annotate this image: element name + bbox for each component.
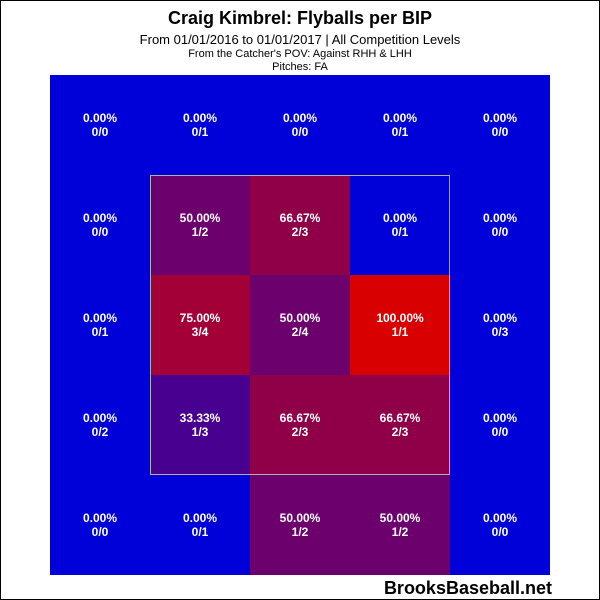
watermark: BrooksBaseball.net <box>383 578 552 598</box>
zone-cell-fraction: 1/2 <box>291 525 309 539</box>
zone-cell-r3-c2: 75.00% 3/4 <box>150 275 250 375</box>
zone-cell-fraction: 3/4 <box>191 325 209 339</box>
zone-cell-fraction: 0/0 <box>291 125 309 139</box>
zone-cell-r5-c3: 50.00% 1/2 <box>250 475 350 575</box>
zone-cell-fraction: 1/2 <box>191 225 209 239</box>
zone-cell-percent: 0.00% <box>182 511 218 525</box>
zone-cell-percent: 50.00% <box>179 211 221 225</box>
zone-heatmap: 0.00% 0/0 0.00% 0/1 0.00% 0/0 0.00% 0/1 0.00% 0/0… <box>50 75 550 575</box>
zone-cell-fraction: 0/1 <box>91 325 109 339</box>
zone-cell-fraction: 0/0 <box>491 525 509 539</box>
chart-subtitle: From 01/01/2016 to 01/01/2017 | All Comp… <box>139 32 461 47</box>
zone-cell-fraction: 0/0 <box>491 225 509 239</box>
zone-cell-fraction: 2/4 <box>291 325 309 339</box>
zone-cell-r3-c4: 100.00% 1/1 <box>350 275 450 375</box>
zone-cell-r4-c3: 66.67% 2/3 <box>250 375 350 475</box>
zone-cell-fraction: 0/2 <box>91 425 109 439</box>
zone-cell-fraction: 0/1 <box>391 125 409 139</box>
zone-cell-r4-c2: 33.33% 1/3 <box>150 375 250 475</box>
zone-cell-fraction: 2/3 <box>391 425 409 439</box>
chart-title: Craig Kimbrel: Flyballs per BIP <box>167 8 433 28</box>
zone-cell-percent: 100.00% <box>376 311 424 325</box>
zone-cell-percent: 0.00% <box>382 211 418 225</box>
zone-cell-percent: 50.00% <box>279 311 321 325</box>
zone-cell-r2-c1: 0.00% 0/0 <box>50 175 150 275</box>
zone-cell-fraction: 0/0 <box>91 225 109 239</box>
zone-cell-fraction: 0/0 <box>491 425 509 439</box>
zone-cell-percent: 0.00% <box>182 111 218 125</box>
zone-cell-percent: 0.00% <box>82 211 118 225</box>
zone-cell-fraction: 0/0 <box>91 525 109 539</box>
zone-cell-fraction: 2/3 <box>291 225 309 239</box>
zone-cell-percent: 0.00% <box>82 511 118 525</box>
zone-cell-percent: 0.00% <box>82 411 118 425</box>
zone-cell-fraction: 1/3 <box>191 425 209 439</box>
zone-cell-r4-c4: 66.67% 2/3 <box>350 375 450 475</box>
zone-cell-percent: 50.00% <box>279 511 321 525</box>
zone-cell-r4-c5: 0.00% 0/0 <box>450 375 550 475</box>
zone-cell-fraction: 1/2 <box>391 525 409 539</box>
zone-cell-r2-c3: 66.67% 2/3 <box>250 175 350 275</box>
pitches-label: Pitches: FA <box>272 61 328 73</box>
zone-cell-percent: 0.00% <box>482 411 518 425</box>
zone-cell-fraction: 2/3 <box>291 425 309 439</box>
zone-cell-fraction: 0/1 <box>191 525 209 539</box>
zone-cell-r2-c4: 0.00% 0/1 <box>350 175 450 275</box>
zone-cell-percent: 0.00% <box>382 111 418 125</box>
zone-cell-fraction: 0/0 <box>91 125 109 139</box>
zone-cell-r3-c5: 0.00% 0/3 <box>450 275 550 375</box>
zone-cell-r1-c2: 0.00% 0/1 <box>150 75 250 175</box>
zone-cell-percent: 66.67% <box>379 411 421 425</box>
zone-cell-r3-c3: 50.00% 2/4 <box>250 275 350 375</box>
zone-cell-fraction: 0/1 <box>191 125 209 139</box>
zone-cell-r1-c1: 0.00% 0/0 <box>50 75 150 175</box>
zone-cell-r3-c1: 0.00% 0/1 <box>50 275 150 375</box>
zone-cell-percent: 0.00% <box>482 111 518 125</box>
zone-cell-percent: 0.00% <box>482 211 518 225</box>
zone-cell-fraction: 0/3 <box>491 325 509 339</box>
zone-cell-fraction: 1/1 <box>391 325 409 339</box>
zone-cell-r5-c1: 0.00% 0/0 <box>50 475 150 575</box>
zone-cell-percent: 0.00% <box>82 111 118 125</box>
zone-cell-percent: 0.00% <box>482 311 518 325</box>
zone-cell-r1-c4: 0.00% 0/1 <box>350 75 450 175</box>
zone-cell-fraction: 0/0 <box>491 125 509 139</box>
zone-cell-percent: 75.00% <box>179 311 221 325</box>
zone-cell-percent: 50.00% <box>379 511 421 525</box>
zone-cell-fraction: 0/1 <box>391 225 409 239</box>
zone-cell-percent: 66.67% <box>279 411 321 425</box>
zone-cell-r5-c5: 0.00% 0/0 <box>450 475 550 575</box>
zone-cell-r4-c1: 0.00% 0/2 <box>50 375 150 475</box>
zone-cell-percent: 0.00% <box>82 311 118 325</box>
zone-cell-r5-c4: 50.00% 1/2 <box>350 475 450 575</box>
zone-cell-percent: 66.67% <box>279 211 321 225</box>
zone-cell-percent: 33.33% <box>179 411 221 425</box>
zone-cell-r1-c3: 0.00% 0/0 <box>250 75 350 175</box>
zone-cell-percent: 0.00% <box>282 111 318 125</box>
zone-cell-r1-c5: 0.00% 0/0 <box>450 75 550 175</box>
zone-cell-r2-c2: 50.00% 1/2 <box>150 175 250 275</box>
zone-cell-r2-c5: 0.00% 0/0 <box>450 175 550 275</box>
zone-cell-r5-c2: 0.00% 0/1 <box>150 475 250 575</box>
pov-label: From the Catcher's POV: Against RHH & LH… <box>188 48 412 60</box>
zone-cell-percent: 0.00% <box>482 511 518 525</box>
